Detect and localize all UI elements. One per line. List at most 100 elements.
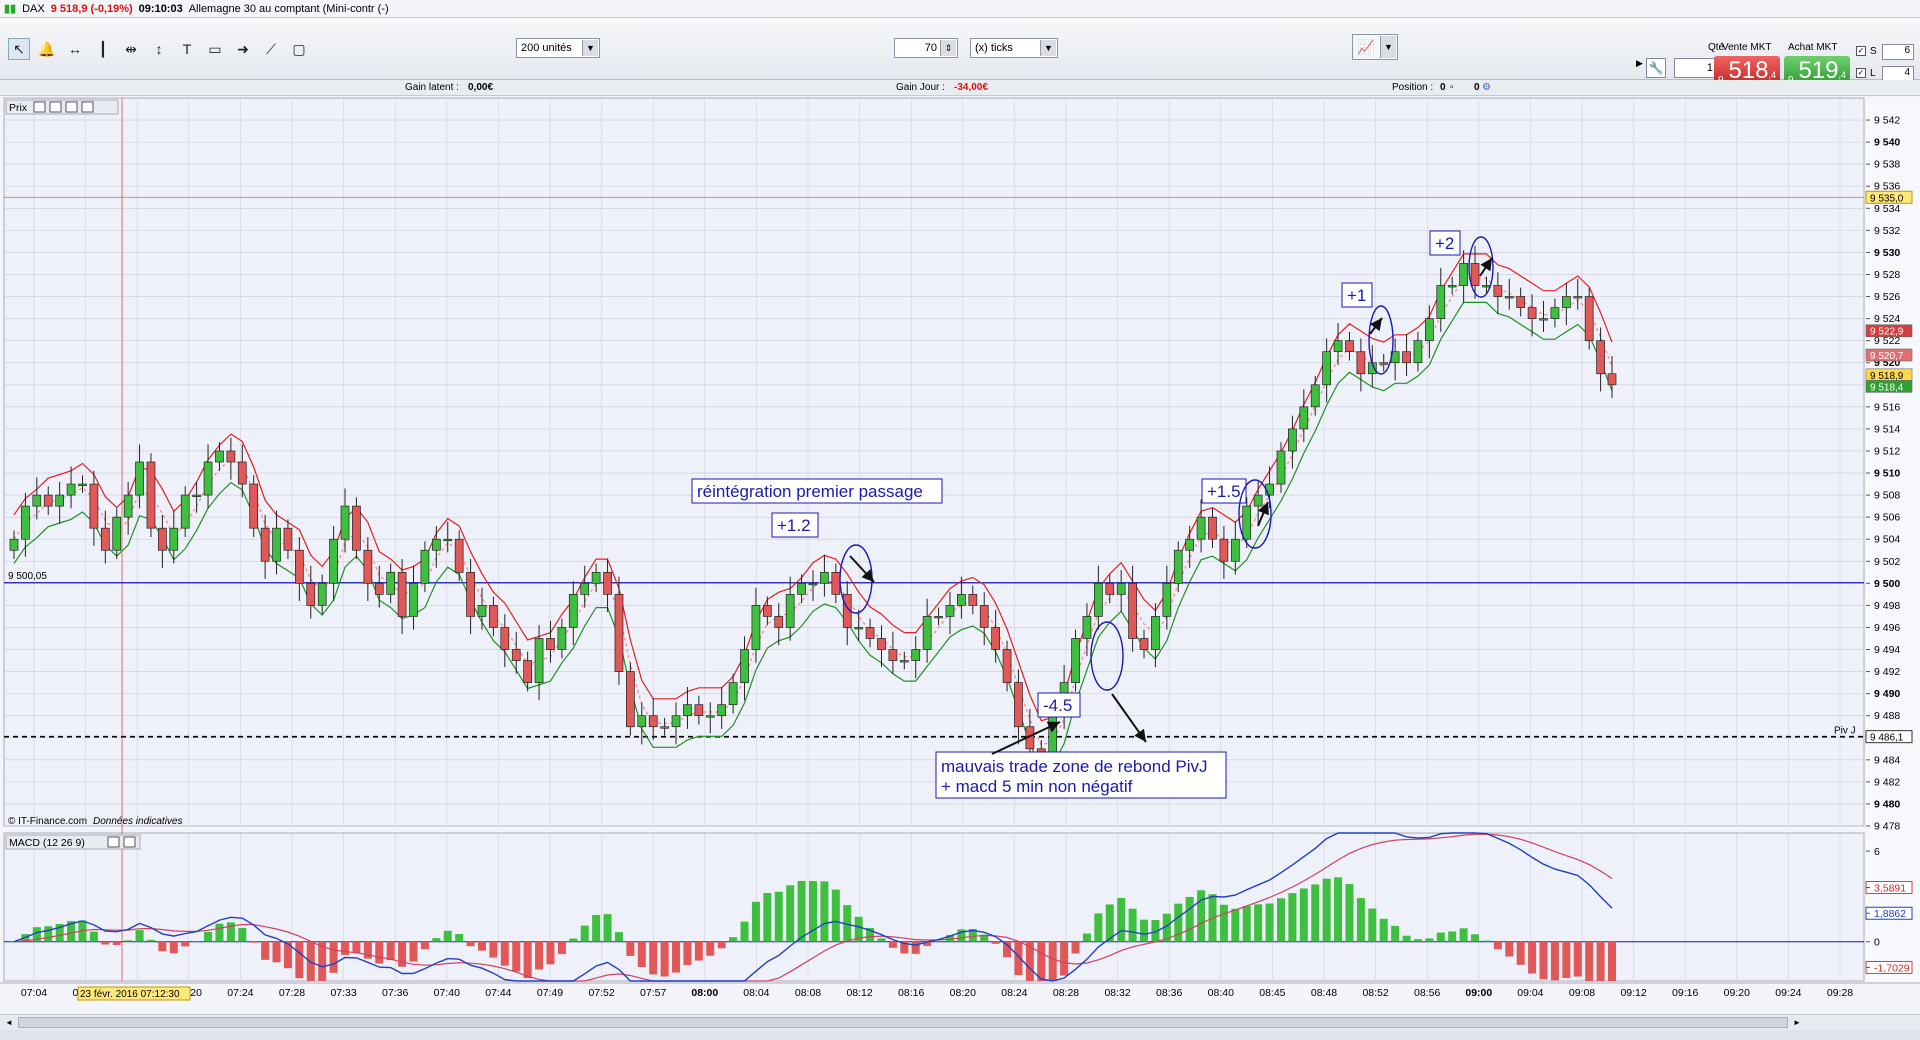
channel-icon[interactable]: ▢ [292,40,306,57]
bull-candle [1151,616,1160,650]
bear-candle [1219,538,1229,562]
chart-type-button[interactable]: 📈 ▼ [1352,34,1398,60]
macd-hist-neg [911,941,920,954]
annotation-minus-4-5: -4.5 [1043,696,1072,715]
bear-candle [158,527,167,551]
y-tick-label: 9 490 [1874,688,1900,700]
horizontal-scrollbar[interactable]: ◄ ► [0,1014,1920,1030]
macd-hist-pos [866,927,875,942]
bull-candle [21,505,30,540]
annotation-mauvais-trade: mauvais trade zone de rebond PivJ+ macd … [935,751,1227,799]
bull-candle [717,704,727,717]
x-tick-label: 09:12 [1620,987,1646,999]
macd-hist-pos [980,934,989,942]
macd-hist-neg [272,941,281,963]
macd-hist-neg [1071,941,1080,954]
bull-candle [78,483,87,486]
bull-candle [580,582,590,595]
window-icon[interactable] [49,101,62,113]
macd-hist-pos [1299,888,1308,942]
window-icon[interactable] [107,836,120,848]
position-details-icon[interactable]: ⚙ [1482,82,1491,93]
chevron-down-icon[interactable]: ▼ [1380,36,1396,58]
spinner-icon[interactable]: ⇕ [940,40,956,56]
ticks-unit-select[interactable]: (x) ticks ▼ [970,38,1058,58]
bull-candle [32,494,42,507]
y-tick-label: 9 522 [1874,335,1900,347]
bear-candle [877,638,886,650]
bull-candle [808,582,818,586]
order-panel-collapse-icon[interactable]: ▶ [1636,58,1643,68]
bear-candle [89,483,99,529]
scroll-right-icon[interactable]: ► [1793,1018,1801,1027]
add-icon[interactable] [81,101,94,113]
chart-area[interactable]: 9 542 9 540 9 538 9 536 9 534 9 532 9 530 9 528… [0,96,1920,1014]
annotation-plus-1-5: +1.5 [1207,482,1241,501]
drawing-tools: ↖ 🔔 ↔ ┃ ⇹ ↕ T ▭ ➜ ⟋ ▢ [8,38,310,60]
macd-hist-pos [1162,913,1171,942]
s-value-input[interactable]: 6 [1882,44,1914,60]
vertical-segment-icon[interactable]: ↕ [155,41,163,57]
s-checkbox[interactable]: ✓ [1856,46,1866,56]
vertical-line-icon[interactable]: ┃ [98,40,108,57]
cursor-icon[interactable]: ↖ [8,38,30,60]
bull-candle [169,527,179,551]
macd-hist-pos [1117,897,1126,942]
macd-hist-neg [900,941,909,954]
bear-candle [489,605,498,628]
price-tag-label: 9 518,4 [1870,382,1904,393]
annotation-arrow [991,721,1061,755]
bear-candle [363,549,373,584]
y-tick-label: 9 506 [1874,512,1900,524]
bear-candle [352,505,361,551]
qty-input[interactable]: 1 [1674,58,1718,78]
bear-candle [1596,340,1605,375]
bull-candle [911,649,921,661]
bull-candle [1447,285,1457,288]
macd-hist-pos [1231,908,1240,942]
macd-hist-neg [1060,941,1069,976]
chevron-down-icon[interactable]: ▼ [1040,40,1056,56]
macd-tick-label: -1,7029 [1874,962,1910,974]
horizontal-segment-icon[interactable]: ⇹ [125,40,137,57]
position-edit-icon[interactable]: ▫ [1450,82,1454,93]
bull-candle [272,527,281,562]
chevron-down-icon[interactable]: ▼ [582,40,598,56]
bear-candle [968,594,978,606]
l-checkbox[interactable]: ✓ [1856,68,1866,78]
gain-latent-label: Gain latent : [405,82,459,93]
scrollbar-thumb[interactable] [18,1017,1788,1028]
macd-hist-pos [10,941,18,943]
close-icon[interactable] [65,101,78,113]
arrow-tool-icon[interactable]: ➜ [237,40,249,57]
bull-candle [1162,582,1172,617]
highlight-ellipse [1090,621,1124,691]
ticks-input[interactable]: 70 ⇕ [894,38,958,58]
macd-hist-pos [204,931,213,942]
scroll-left-icon[interactable]: ◄ [5,1018,13,1027]
text-tool-icon[interactable]: T [182,41,192,57]
horizontal-line-icon[interactable]: ↔ [68,41,82,57]
bear-candle [1014,682,1023,728]
bull-candle [420,549,430,584]
macd-hist-pos [820,881,829,942]
bear-candle [1002,649,1012,683]
bell-alert-icon[interactable]: 🔔 [38,40,56,57]
rectangle-icon[interactable]: ▭ [208,40,222,57]
macd-hist-neg [1528,941,1537,974]
trendline-icon[interactable]: ⟋ [266,40,276,57]
red-level-tag [1865,190,1913,204]
bull-candle [751,605,761,650]
macd-hist-pos [1128,908,1137,942]
units-select[interactable]: 200 unités ▼ [516,38,600,58]
wrench-icon[interactable] [33,101,46,113]
macd-hist-neg [181,941,190,947]
bull-candle [386,571,396,595]
close-icon[interactable] [123,836,136,848]
red-level-label: 9 535,0 [1870,193,1904,204]
macd-hist-neg [477,941,486,951]
order-settings-icon[interactable]: 🔧 [1646,58,1666,78]
x-tick-label: 08:52 [1362,987,1388,999]
bottom-strip [0,1030,1920,1040]
bear-candle [523,660,532,683]
